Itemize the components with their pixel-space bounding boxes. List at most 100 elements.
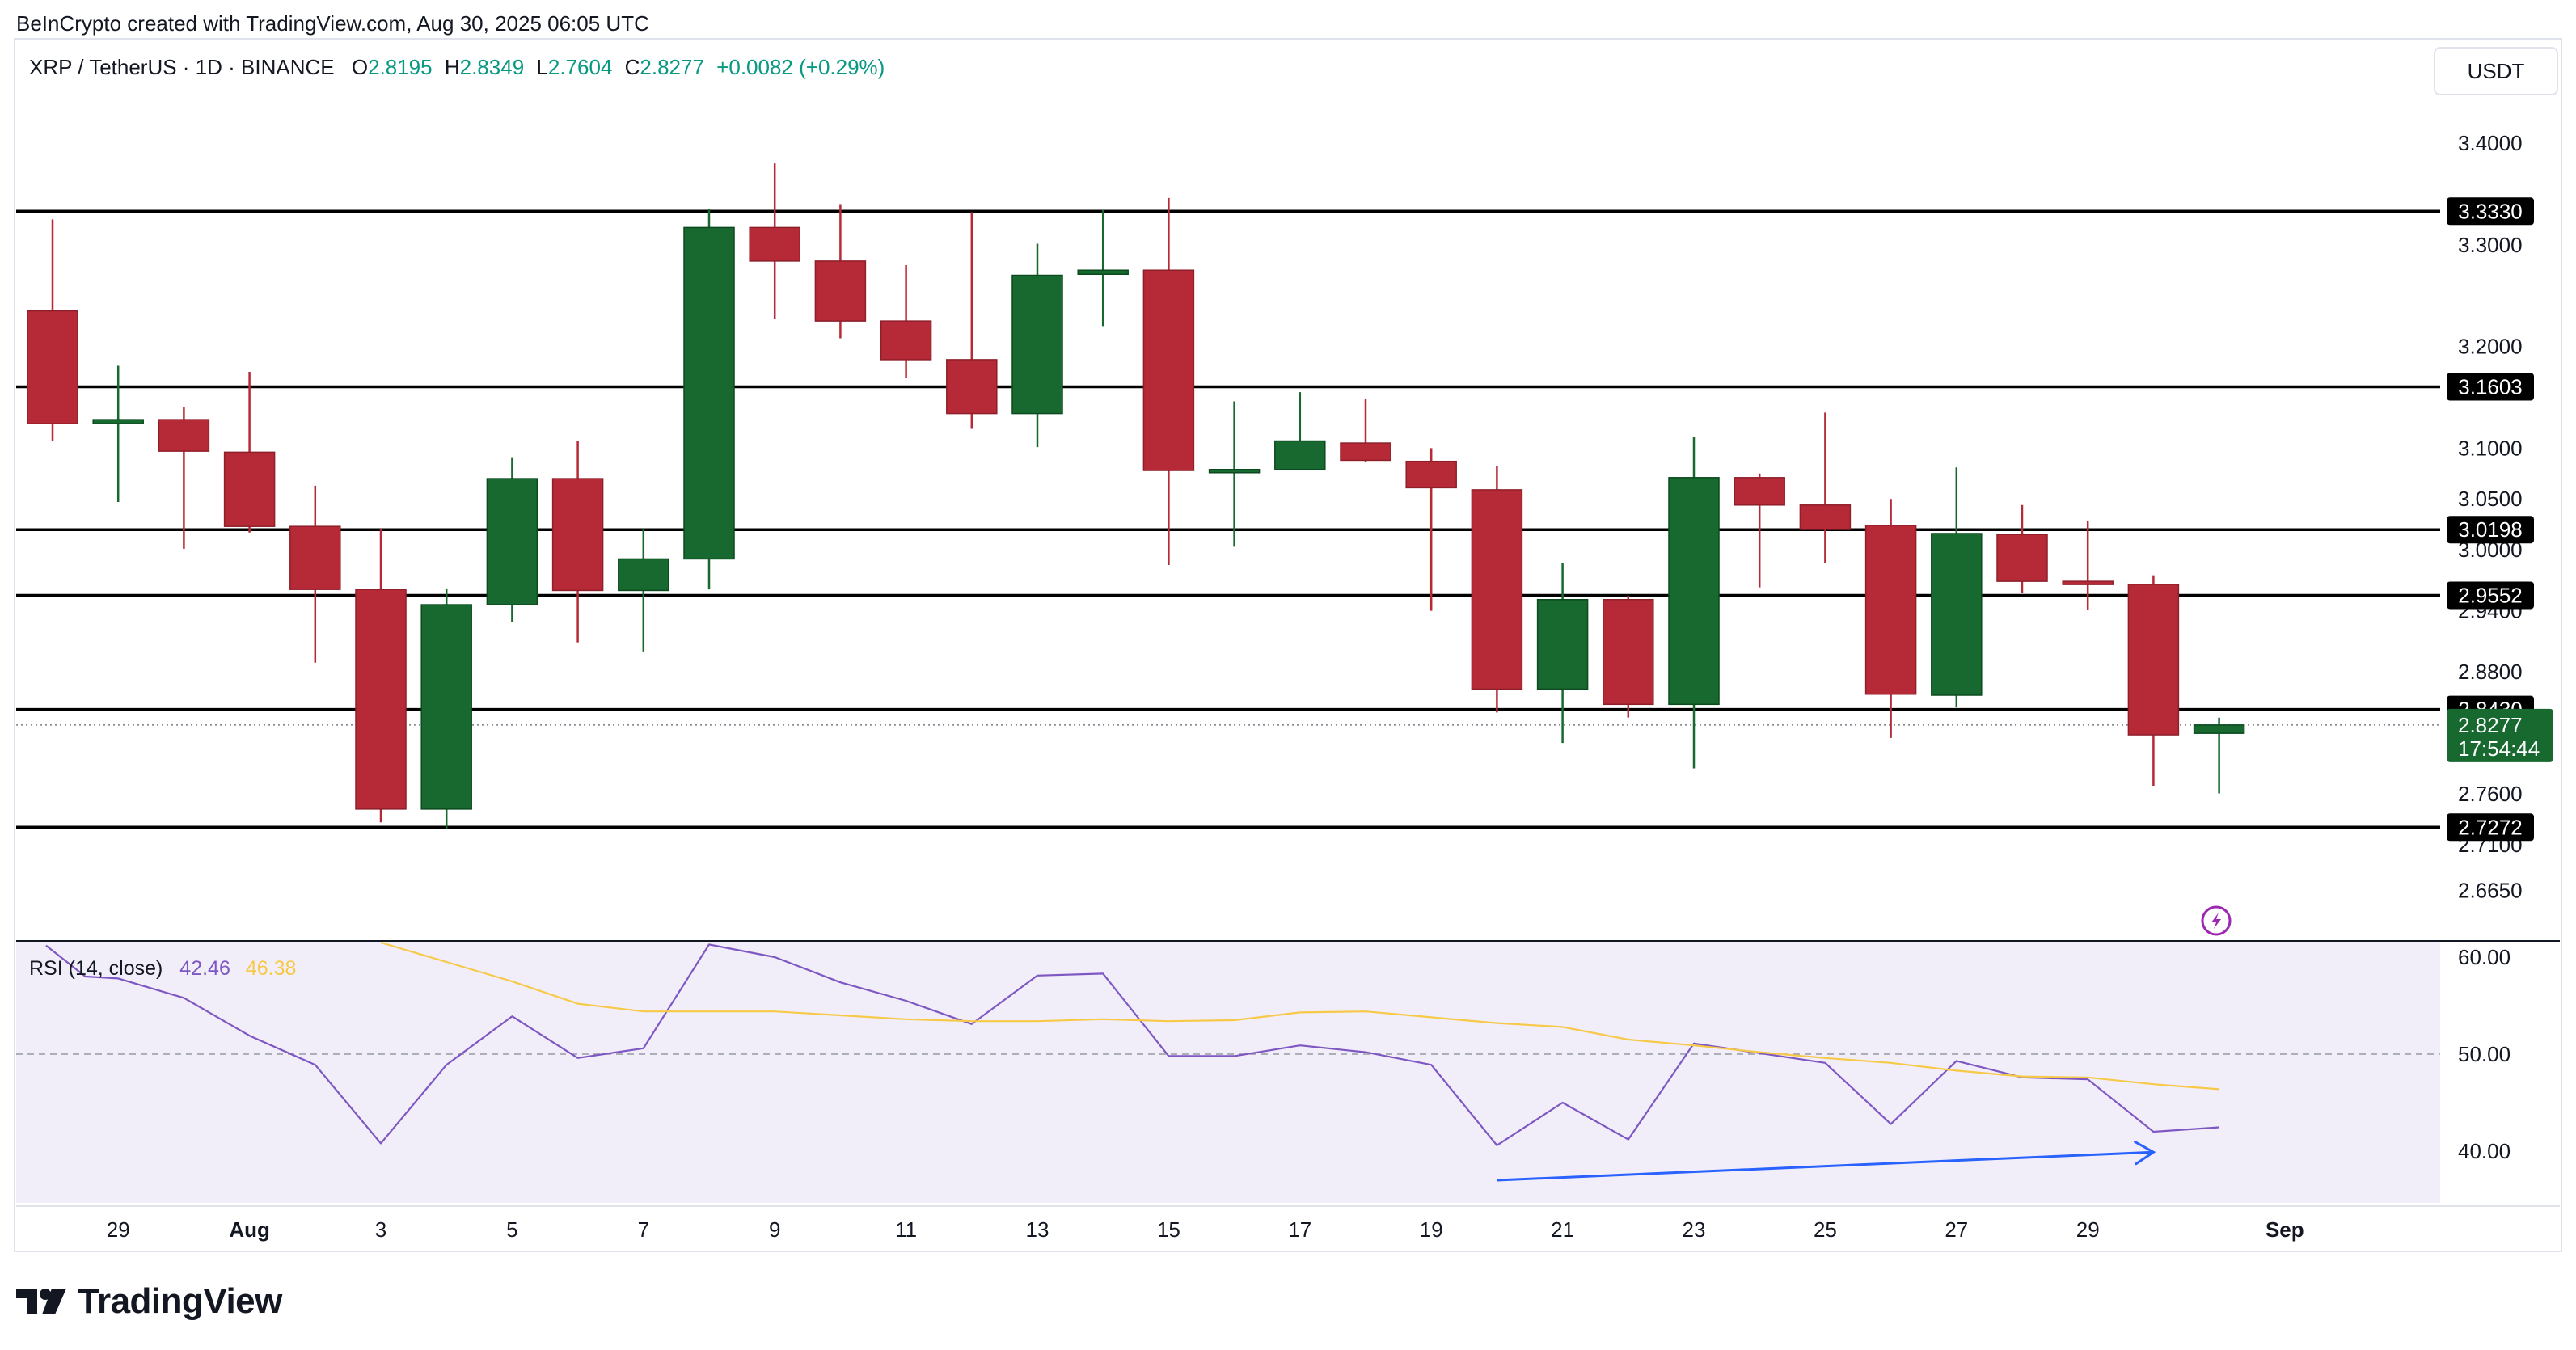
level-price-label-text: 2.7272	[2458, 815, 2523, 839]
candle-body	[814, 260, 867, 322]
level-price-label[interactable]: 2.7272	[2447, 813, 2534, 842]
time-tick-label: 29	[2076, 1217, 2100, 1242]
tradingview-logo[interactable]: TradingView	[16, 1281, 282, 1322]
time-tick-label: 23	[1683, 1217, 1706, 1242]
time-tick-label: 15	[1157, 1217, 1180, 1242]
bullish-divergence-arrow[interactable]	[1497, 1141, 2156, 1182]
time-tick-label: 17	[1288, 1217, 1311, 1242]
rsi-legend[interactable]: RSI (14, close) 42.46 46.38	[29, 957, 296, 981]
rsi-line[interactable]	[45, 943, 2219, 1146]
candle[interactable]	[1931, 467, 1983, 708]
candle[interactable]	[946, 212, 998, 429]
candle[interactable]	[683, 209, 735, 590]
candle[interactable]	[289, 485, 341, 663]
time-axis[interactable]: 29 Aug 3 5 7 9 11 13 15 17 19 21 23 25 27 29 Sep	[107, 1217, 2304, 1242]
candle[interactable]	[1077, 210, 1129, 327]
candle-body	[1536, 599, 1589, 690]
candle-body	[420, 604, 472, 810]
candle[interactable]	[1011, 243, 1063, 448]
candle-body	[1011, 274, 1063, 415]
candle-body	[1603, 599, 1654, 706]
rsi-layer	[16, 941, 2440, 1182]
candle-body	[223, 451, 276, 527]
level-price-label[interactable]: 3.3330	[2447, 197, 2534, 226]
candle[interactable]	[158, 407, 210, 549]
candle[interactable]	[749, 163, 800, 319]
candle[interactable]	[1471, 466, 1523, 713]
symbol-name[interactable]: XRP / TetherUS · 1D · BINANCE	[29, 55, 335, 79]
candle[interactable]	[1536, 563, 1589, 744]
price-tick-label: 2.6650	[2458, 878, 2523, 902]
candle[interactable]	[551, 441, 604, 643]
lightning-icon[interactable]	[2201, 905, 2232, 936]
levels-layer	[16, 209, 2440, 829]
candle-body	[1142, 269, 1195, 471]
price-axis[interactable]: 2.66502.71002.76002.88002.94003.00003.05…	[2458, 131, 2523, 1163]
level-price-label[interactable]: 2.9552	[2447, 581, 2534, 610]
candle[interactable]	[1340, 399, 1391, 462]
candle-body	[1274, 440, 1326, 470]
candle-body	[946, 359, 998, 415]
candle[interactable]	[1603, 595, 1654, 718]
low-value: 2.7604	[547, 55, 613, 79]
rsi-panel-background	[16, 941, 2440, 1203]
level-price-label-box	[2447, 516, 2534, 544]
countdown-value: 17:54:44	[2458, 736, 2540, 761]
candle-body	[1208, 469, 1261, 474]
candle[interactable]	[618, 529, 669, 652]
rsi-series-group	[45, 941, 2219, 1146]
candle-body	[2127, 584, 2180, 736]
time-tick-label: 19	[1420, 1217, 1443, 1242]
candle[interactable]	[1799, 412, 1852, 563]
time-tick-label: 25	[1814, 1217, 1837, 1242]
rsi-ma-line[interactable]	[380, 941, 2219, 1091]
rsi-ma-value: 46.38	[245, 957, 297, 980]
candle-body	[1799, 504, 1852, 530]
candle-body	[2193, 724, 2245, 734]
candle-body	[1668, 477, 1720, 706]
candle[interactable]	[92, 365, 144, 503]
candle[interactable]	[27, 219, 78, 441]
divergence-arrow-head	[2134, 1141, 2156, 1166]
candle[interactable]	[1668, 437, 1720, 769]
candle[interactable]	[2062, 521, 2114, 610]
price-tick-label: 3.1000	[2458, 436, 2523, 460]
currency-button[interactable]: USDT	[2434, 47, 2558, 95]
price-tick-label: 3.2000	[2458, 335, 2523, 359]
candle[interactable]	[1142, 197, 1195, 565]
candle[interactable]	[2193, 717, 2245, 794]
candle[interactable]	[880, 264, 932, 378]
candle[interactable]	[420, 588, 472, 830]
open-label: O	[351, 55, 369, 79]
candle-body	[158, 419, 210, 452]
candle[interactable]	[355, 529, 407, 823]
candle[interactable]	[1274, 392, 1326, 471]
candle-body	[551, 478, 604, 592]
price-tick-label: 2.8800	[2458, 660, 2523, 684]
candle[interactable]	[1734, 473, 1785, 588]
candle-body	[1405, 460, 1457, 489]
level-price-label[interactable]: 3.1603	[2447, 373, 2534, 401]
low-label: L	[536, 55, 548, 79]
time-tick-label: 9	[769, 1217, 780, 1242]
level-price-label-box	[2447, 813, 2534, 842]
candle[interactable]	[2127, 575, 2180, 786]
candle[interactable]	[814, 204, 867, 339]
level-price-label[interactable]: 3.0198	[2447, 516, 2534, 544]
candle-body	[1931, 533, 1983, 696]
high-value: 2.8349	[459, 55, 525, 79]
candle-body	[2062, 580, 2114, 585]
candle-body	[486, 478, 538, 605]
candle[interactable]	[223, 372, 276, 533]
rsi-title[interactable]: RSI (14, close)	[29, 957, 163, 980]
symbol-legend[interactable]: XRP / TetherUS · 1D · BINANCE O2.8195 H2…	[29, 55, 885, 80]
candle-body	[618, 558, 669, 592]
time-tick-label: 7	[638, 1217, 649, 1242]
candle[interactable]	[486, 457, 538, 622]
candle[interactable]	[1208, 401, 1261, 547]
candle[interactable]	[1405, 448, 1457, 611]
candle[interactable]	[1996, 504, 2048, 593]
candle[interactable]	[1864, 499, 1917, 738]
